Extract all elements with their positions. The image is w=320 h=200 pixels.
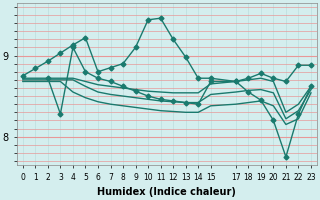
X-axis label: Humidex (Indice chaleur): Humidex (Indice chaleur)	[98, 187, 236, 197]
